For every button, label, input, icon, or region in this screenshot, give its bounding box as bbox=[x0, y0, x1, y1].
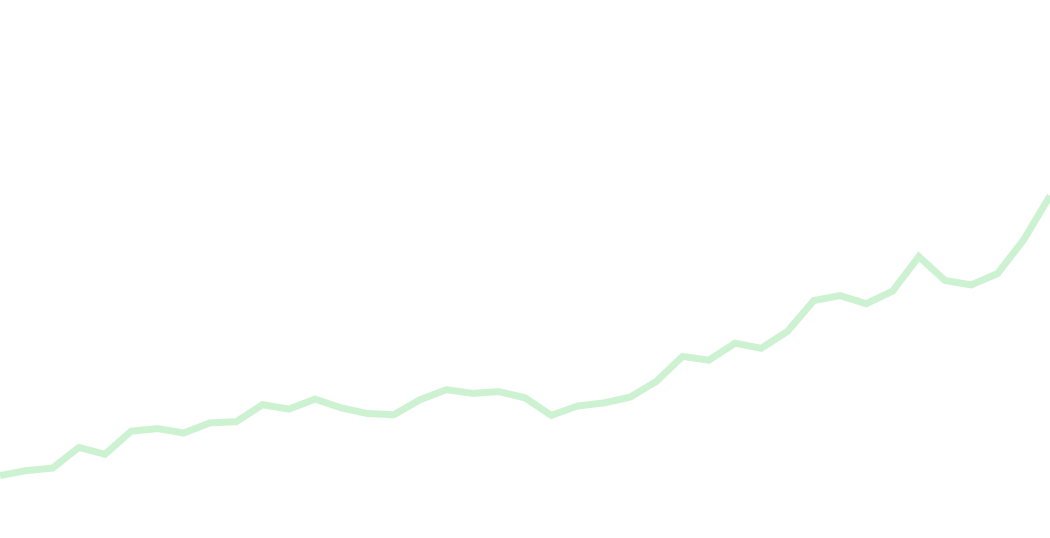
series-layer bbox=[0, 194, 1050, 480]
gridlines bbox=[0, 0, 130, 441]
series-line-0 bbox=[0, 194, 1050, 480]
